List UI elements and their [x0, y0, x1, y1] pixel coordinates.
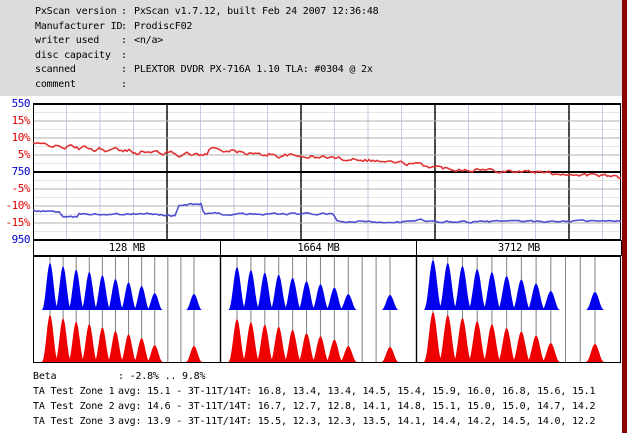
x-axis-box-zone2: 1664 MB	[220, 240, 417, 256]
info-label: scanned	[35, 64, 76, 75]
result-value: avg: 15.1 - 3T-11T/14T: 16.8, 13.4, 13.4…	[118, 386, 596, 397]
ta-zone-3	[423, 257, 605, 362]
ta-zone-1	[41, 257, 203, 362]
result-label: TA Test Zone 2	[33, 401, 115, 412]
beta-ta-chart	[33, 103, 621, 240]
result-label: TA Test Zone 3	[33, 416, 115, 427]
info-label: writer used	[35, 35, 100, 46]
info-label: comment	[35, 78, 76, 90]
info-separator: :	[121, 35, 127, 46]
info-value: <n/a>	[134, 35, 164, 46]
y-axis-label: 950	[11, 233, 31, 246]
y-axis-label: -5%	[11, 182, 31, 195]
info-value: PLEXTOR DVDR PX-716A 1.10 TLA: #0304 @ 2…	[134, 64, 373, 75]
y-axis-label: -10%	[5, 199, 31, 212]
info-value	[134, 49, 627, 64]
x-axis-box-zone3: 3712 MB	[416, 240, 622, 256]
info-row: comment:	[0, 78, 627, 93]
window-edge	[622, 0, 627, 433]
info-separator: :	[121, 20, 127, 32]
result-value: avg: 14.6 - 3T-11T/14T: 16.7, 12.7, 12.8…	[118, 401, 596, 412]
info-value: ProdiscF02	[134, 20, 193, 32]
info-label: disc capacity	[35, 49, 111, 61]
info-row: Manufacturer ID: ProdiscF02	[0, 20, 627, 35]
y-axis-label: 15%	[11, 114, 31, 127]
results-text: Beta: -2.8% .. 9.8% TA Test Zone 1 avg: 1…	[0, 369, 620, 429]
result-row: TA Test Zone 2 avg: 14.6 - 3T-11T/14T: 16…	[0, 399, 620, 414]
info-value: PxScan v1.7.12, built Feb 24 2007 12:36:…	[134, 6, 379, 17]
info-separator: :	[121, 49, 127, 61]
result-row: TA Test Zone 1 avg: 15.1 - 3T-11T/14T: 16…	[0, 384, 620, 399]
info-label: PxScan version	[35, 6, 117, 17]
beta-percent-trace	[33, 141, 621, 180]
result-label: Beta	[33, 371, 57, 382]
ta-zone-2	[228, 257, 399, 362]
info-label: Manufacturer ID	[35, 20, 123, 32]
result-value: : -2.8% .. 9.8%	[118, 371, 206, 382]
scan-info-header: PxScan version: PxScan v1.7.12, built Feb…	[0, 0, 627, 96]
result-label: TA Test Zone 1	[33, 386, 115, 397]
y-axis-label: 10%	[11, 131, 31, 144]
info-row: scanned: PLEXTOR DVDR PX-716A 1.10 TLA: #…	[0, 63, 627, 78]
info-row: PxScan version: PxScan v1.7.12, built Feb…	[0, 5, 627, 20]
y-axis-label: 550	[11, 97, 31, 110]
y-axis-label: -15%	[5, 216, 31, 229]
info-value	[134, 78, 627, 93]
info-row: writer used: <n/a>	[0, 34, 627, 49]
result-row: Beta : -2.8% .. 9.8%	[0, 369, 620, 384]
waveform-border	[33, 256, 621, 363]
info-separator: :	[121, 6, 127, 17]
x-axis-box-zone1: 128 MB	[33, 240, 221, 256]
info-separator: :	[121, 78, 127, 90]
result-row: TA Test Zone 3 avg: 13.9 - 3T-11T/14T: 15…	[0, 414, 620, 429]
result-value: avg: 13.9 - 3T-11T/14T: 15.5, 12.3, 12.3…	[118, 416, 596, 427]
y-axis-label: 5%	[17, 148, 31, 161]
y-axis-label: 750	[11, 165, 31, 178]
info-separator: :	[121, 64, 127, 75]
info-row: disc capacity:	[0, 49, 627, 64]
ta-average-trace	[33, 202, 621, 224]
ta-waveform-panel	[33, 256, 621, 363]
